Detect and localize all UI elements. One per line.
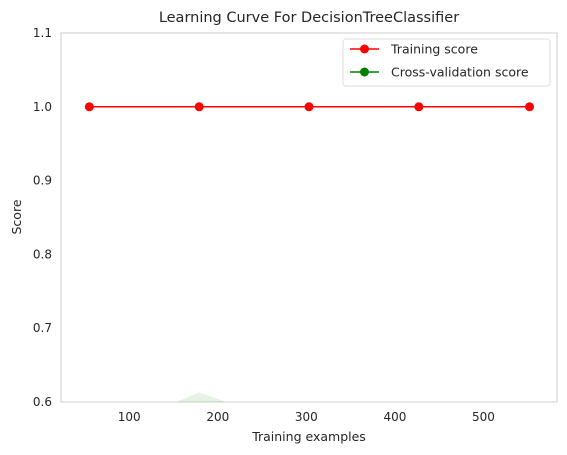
band-series-1 [176,392,227,402]
plot-area [60,32,558,403]
legend-label-0: Training score [390,42,478,57]
y-axis-label: Score [9,199,24,234]
y-tick-label: 1.0 [33,100,52,114]
score-bands [176,392,227,402]
x-tick-label: 400 [383,410,406,424]
chart-title: Learning Curve For DecisionTreeClassifie… [159,10,459,26]
legend-label-1: Cross-validation score [391,65,529,80]
series-points [84,102,535,112]
point-series-0-1 [194,102,204,112]
y-tick-label: 0.7 [33,321,52,335]
x-tick-label: 200 [206,410,229,424]
point-series-0-2 [304,102,314,112]
x-tick-label: 300 [295,410,318,424]
x-tick-label: 100 [118,410,141,424]
legend-marker-1 [360,67,369,77]
legend-marker-0 [360,44,369,54]
y-tick-label: 0.6 [33,395,52,409]
y-tick-label: 0.9 [33,174,52,188]
y-tick-label: 1.1 [33,26,52,40]
point-series-0-4 [525,102,535,112]
x-axis-label: Training examples [251,429,366,444]
point-series-0-0 [84,102,94,112]
legend: Training score Cross-validation score [342,38,551,87]
point-series-0-3 [414,102,424,112]
y-axis-ticks: 0.6 0.7 0.8 0.9 1.0 1.1 [33,26,52,409]
y-tick-label: 0.8 [33,247,52,261]
x-tick-label: 500 [472,410,495,424]
x-axis-ticks: 100 200 300 400 500 [118,410,495,424]
legend-box [342,38,551,87]
